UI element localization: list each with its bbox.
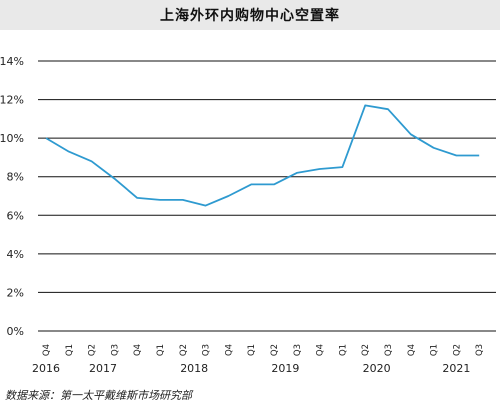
x-tick-label: Q3	[110, 344, 120, 356]
year-label: 2018	[180, 362, 208, 375]
x-tick-label: Q1	[65, 344, 75, 356]
x-tick-label: Q3	[384, 344, 394, 356]
x-tick-label: Q4	[316, 344, 326, 356]
y-tick-label: 4%	[7, 248, 24, 261]
x-tick-label: Q1	[430, 344, 440, 356]
y-axis-ticks: 0% 2% 4% 6% 8% 10% 12% 14%	[0, 55, 24, 338]
x-tick-label: Q3	[202, 344, 212, 356]
x-tick-label: Q4	[224, 344, 234, 356]
x-tick-label: Q2	[270, 344, 280, 356]
gridlines	[38, 60, 496, 332]
x-tick-label: Q3	[475, 344, 485, 356]
y-tick-label: 8%	[7, 171, 24, 184]
x-tick-label: Q2	[179, 344, 189, 356]
x-tick-label: Q1	[156, 344, 166, 356]
x-tick-label: Q1	[247, 344, 257, 356]
year-label: 2019	[271, 362, 299, 375]
x-tick-label: Q2	[452, 344, 462, 356]
series-line	[45, 104, 480, 207]
year-label: 2020	[363, 362, 391, 375]
chart-title-bar: 上海外环内购物中心空置率	[0, 0, 500, 30]
y-tick-label: 2%	[7, 286, 24, 299]
x-tick-label: Q2	[88, 344, 98, 356]
line-chart: 0% 2% 4% 6% 8% 10% 12% 14% Q4 Q1 Q2 Q3 Q4 Q1 Q2 Q3 Q4 Q1…	[0, 55, 496, 375]
y-tick-label: 0%	[7, 325, 24, 338]
year-label: 2016	[32, 362, 60, 375]
x-tick-label: Q3	[293, 344, 303, 356]
y-tick-label: 6%	[7, 209, 24, 222]
series-layer	[45, 104, 480, 207]
x-axis-years: 2016 2017 2018 2019 2020 2021	[32, 362, 470, 375]
x-tick-label: Q4	[133, 344, 143, 356]
year-label: 2017	[89, 362, 117, 375]
y-tick-label: 14%	[0, 55, 24, 68]
x-tick-label: Q4	[42, 344, 52, 356]
year-label: 2021	[442, 362, 470, 375]
y-tick-label: 12%	[0, 94, 24, 107]
x-tick-label: Q4	[407, 344, 417, 356]
chart-title: 上海外环内购物中心空置率	[160, 8, 340, 24]
x-tick-label: Q2	[361, 344, 371, 356]
x-tick-label: Q1	[338, 344, 348, 356]
x-axis-ticks: Q4 Q1 Q2 Q3 Q4 Q1 Q2 Q3 Q4 Q1 Q2 Q3 Q4 Q1 Q2 Q3 Q4 Q1 Q2 Q3	[42, 344, 485, 356]
y-tick-label: 10%	[0, 132, 24, 145]
source-note: 数据来源：第一太平戴维斯市场研究部	[5, 389, 192, 402]
